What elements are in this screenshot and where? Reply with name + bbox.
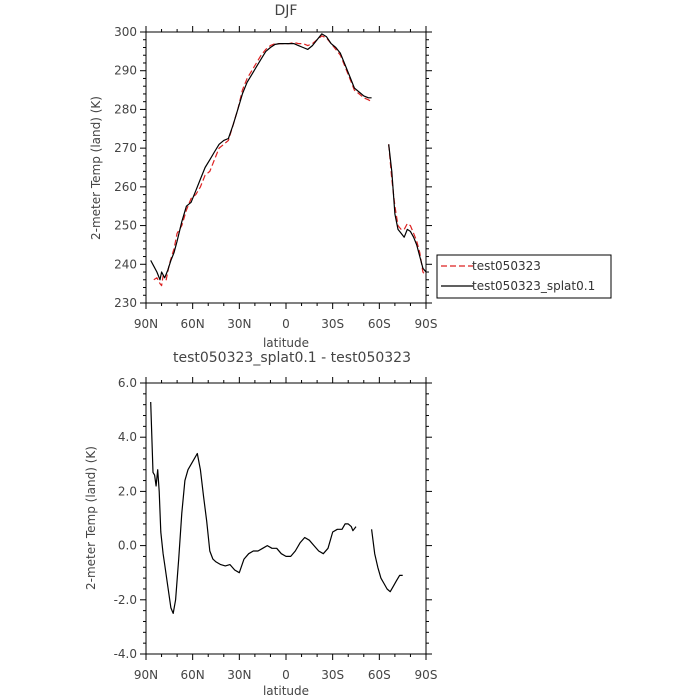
x-tick-label: 90N <box>134 668 158 682</box>
series-line-0-1 <box>150 33 372 281</box>
y-tick-label: 300 <box>114 25 137 39</box>
y-tick-label: -4.0 <box>114 647 137 661</box>
x-tick-label: 0 <box>282 668 290 682</box>
legend-box <box>436 254 612 299</box>
y-tick-label: 290 <box>114 64 137 78</box>
x-tick-label: 90N <box>134 317 158 331</box>
x-tick-label: 60S <box>368 317 391 331</box>
x-tick-label: 30N <box>227 668 251 682</box>
x-tick-label: 60N <box>181 668 205 682</box>
bottom-plot-frame <box>145 382 427 655</box>
bottom-series-group <box>150 401 403 614</box>
series-line-0-1 <box>388 144 427 273</box>
bottom-panel: test050323_splat0.1 - test050323 90N 60N 3… <box>84 350 437 698</box>
bottom-y-ticks: -4.0 -2.0 0.0 2.0 4.0 6.0 <box>114 376 432 661</box>
x-tick-label: 30S <box>321 317 344 331</box>
x-tick-label: 30N <box>227 317 251 331</box>
y-tick-label: 260 <box>114 180 137 194</box>
y-tick-label: 6.0 <box>118 376 137 390</box>
bottom-chart-title: test050323_splat0.1 - test050323 <box>173 350 411 366</box>
top-y-axis-label: 2-meter Temp (land) (K) <box>89 96 103 240</box>
y-tick-label: 4.0 <box>118 430 137 444</box>
y-tick-label: 230 <box>114 296 137 310</box>
y-tick-label: 240 <box>114 257 137 271</box>
top-panel: DJF 90N 60N 30N 0 30S 60S 90S 2302402502602702… <box>89 3 437 350</box>
x-tick-label: 90S <box>415 317 438 331</box>
y-tick-label: 250 <box>114 219 137 233</box>
legend: test050323 test050323_splat0.1 <box>436 254 612 299</box>
y-tick-label: 280 <box>114 102 137 116</box>
legend-label-test050323: test050323 <box>472 259 541 273</box>
y-tick-label: -2.0 <box>114 593 137 607</box>
y-tick-label: 2.0 <box>118 484 137 498</box>
legend-label-test050323-splat: test050323_splat0.1 <box>472 279 595 293</box>
y-tick-label: 270 <box>114 141 137 155</box>
x-tick-label: 0 <box>282 317 290 331</box>
bottom-y-axis-label: 2-meter Temp (land) (K) <box>84 446 98 590</box>
x-tick-label: 30S <box>321 668 344 682</box>
series-line-0-0 <box>153 35 372 287</box>
series-line-1-0 <box>371 529 403 593</box>
x-tick-label: 90S <box>415 668 438 682</box>
top-chart-title: DJF <box>275 3 298 19</box>
top-x-ticks: 90N 60N 30N 0 30S 60S 90S <box>134 26 438 331</box>
x-tick-label: 60S <box>368 668 391 682</box>
top-plot-frame <box>145 31 427 304</box>
top-series-group <box>150 33 427 287</box>
x-tick-label: 60N <box>181 317 205 331</box>
top-y-ticks: 230 240 250 260 270 280 290 300 <box>114 25 432 310</box>
bottom-x-ticks: 90N 60N 30N 0 30S 60S 90S <box>134 377 438 682</box>
bottom-x-axis-label: latitude <box>263 684 309 698</box>
y-tick-label: 0.0 <box>118 539 137 553</box>
series-line-1-0 <box>150 401 357 614</box>
top-x-axis-label: latitude <box>263 336 309 350</box>
series-line-0-0 <box>388 144 427 277</box>
